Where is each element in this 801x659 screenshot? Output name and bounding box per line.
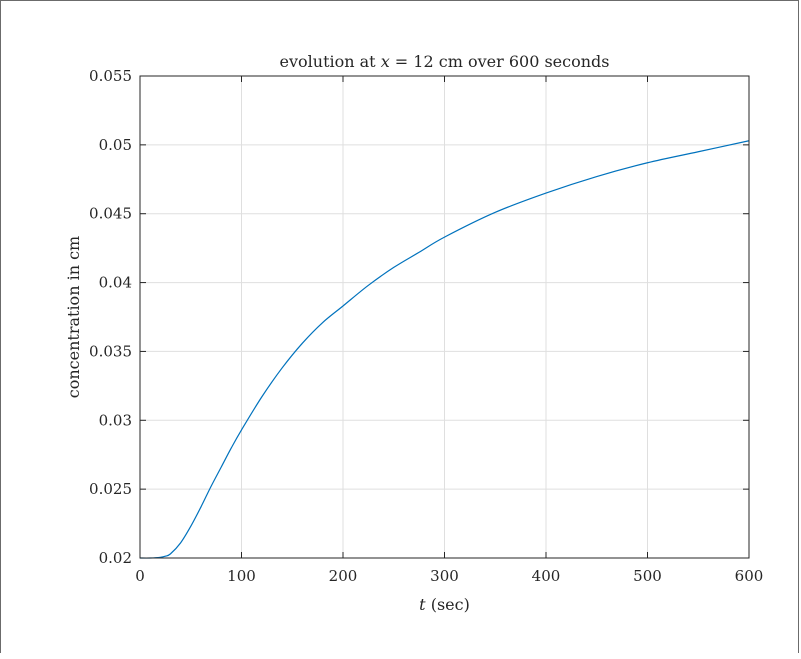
series-line: [139, 140, 750, 559]
y-axis-label: concentration in cm: [64, 236, 83, 398]
y-tick-label: 0.02: [99, 549, 132, 567]
tick-layer: 0 100 200 300 400 500 600 0.02 0.025 0.03 0.035 0.0…: [89, 67, 763, 585]
x-axis-variable: t: [419, 595, 426, 614]
title-suffix: = 12 cm over 600 seconds: [390, 52, 610, 71]
title-variable: x: [381, 52, 390, 71]
chart-title: evolution at x = 12 cm over 600 seconds: [280, 52, 610, 71]
y-tick-label: 0.045: [89, 205, 132, 223]
x-axis-label: t (sec): [419, 595, 470, 614]
x-tick-label: 300: [430, 567, 459, 585]
x-tick-label: 600: [735, 567, 764, 585]
x-tick-label: 200: [329, 567, 358, 585]
y-tick-label: 0.035: [89, 342, 132, 360]
y-tick-label: 0.055: [89, 67, 132, 85]
x-tick-label: 100: [227, 567, 256, 585]
title-prefix: evolution at: [280, 52, 381, 71]
x-axis-unit: (sec): [426, 595, 470, 614]
x-tick-label: 500: [633, 567, 662, 585]
x-tick-label: 400: [532, 567, 561, 585]
y-tick-label: 0.05: [99, 136, 132, 154]
grid-layer: [139, 75, 750, 559]
x-tick-label: 0: [135, 567, 145, 585]
y-tick-label: 0.025: [89, 480, 132, 498]
y-tick-label: 0.03: [99, 411, 132, 429]
y-tick-label: 0.04: [99, 274, 132, 292]
